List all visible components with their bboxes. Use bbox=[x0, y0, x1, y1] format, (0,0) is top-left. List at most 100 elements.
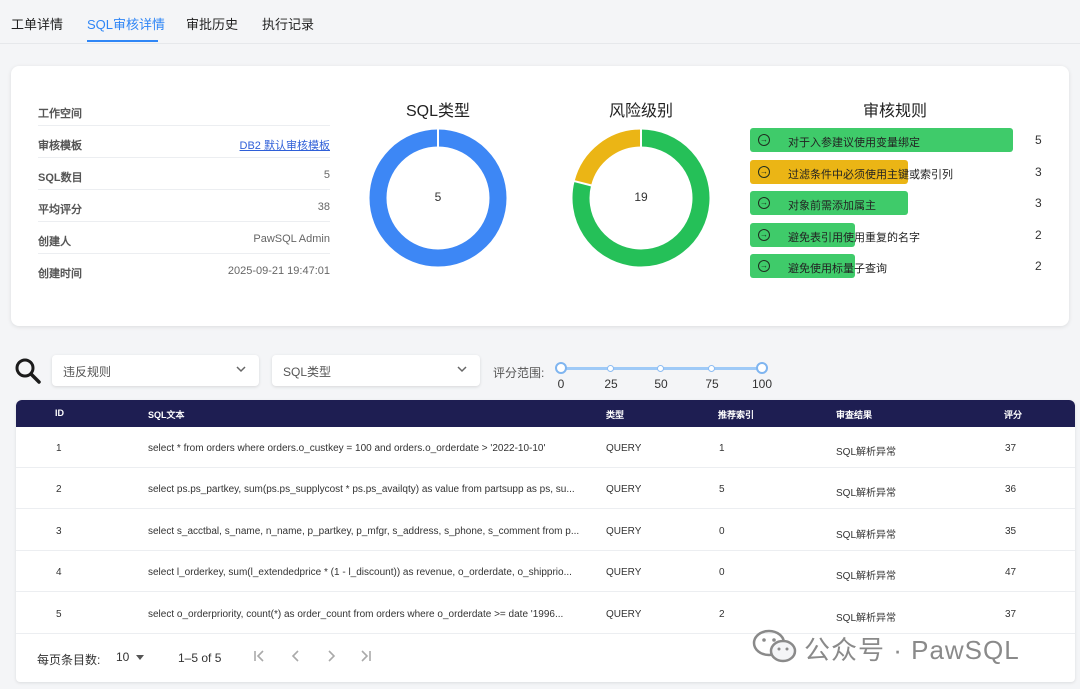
arrow-right-circle-icon: → bbox=[758, 228, 770, 241]
summary-card: 工作空间 审核模板 DB2 默认审核模板 SQL数目 5 平均评分 38 创建人… bbox=[11, 66, 1069, 326]
cell-id: 5 bbox=[56, 609, 62, 620]
col-header-type[interactable]: 类型 bbox=[606, 410, 625, 420]
workspace-label: 工作空间 bbox=[38, 108, 82, 120]
col-header-result[interactable]: 审查结果 bbox=[836, 410, 873, 420]
cell-id: 1 bbox=[56, 443, 62, 454]
cell-sql: select s_acctbal, s_name, n_name, p_part… bbox=[148, 526, 580, 537]
col-header-id[interactable]: ID bbox=[55, 408, 64, 418]
rule-row[interactable]: → 避免表引用使用重复的名字 bbox=[750, 222, 1040, 247]
slider-label-0: 0 bbox=[557, 377, 565, 391]
rule-label: 过滤条件中必须使用主键或索引列 bbox=[788, 168, 953, 181]
risk-level-slice-0[interactable] bbox=[572, 129, 710, 267]
cell-sql: select * from orders where orders.o_cust… bbox=[148, 443, 546, 454]
rule-bar[interactable] bbox=[750, 128, 1013, 152]
risk-level-donut-chart bbox=[572, 128, 710, 267]
slider-tick-25 bbox=[607, 365, 614, 372]
slider-tick-50 bbox=[657, 365, 664, 372]
col-header-index[interactable]: 推荐索引 bbox=[718, 410, 755, 420]
rule-label: 避免表引用使用重复的名字 bbox=[788, 231, 920, 244]
info-row-creator: 创建人 PawSQL Admin bbox=[38, 222, 330, 254]
table-row[interactable]: 5 select o_orderpriority, count(*) as or… bbox=[16, 593, 1075, 634]
watermark-text: 公众号 · PawSQL bbox=[804, 635, 1020, 665]
cell-sql: select o_orderpriority, count(*) as orde… bbox=[148, 609, 564, 620]
last-page-icon[interactable] bbox=[357, 648, 373, 664]
cell-sql: select l_orderkey, sum(l_extendedprice *… bbox=[148, 567, 572, 578]
page-range-text: 1–5 of 5 bbox=[178, 651, 222, 665]
chevron-down-icon bbox=[236, 366, 246, 373]
violated-rule-placeholder: 违反规则 bbox=[63, 365, 112, 379]
cell-type: QUERY bbox=[606, 443, 642, 454]
wechat-logo-icon bbox=[752, 629, 797, 663]
score-range-min-thumb[interactable] bbox=[555, 362, 567, 374]
sql-count-value: 5 bbox=[323, 169, 330, 181]
template-link[interactable]: DB2 默认审核模板 bbox=[239, 140, 330, 152]
table-header: ID SQL文本 类型 推荐索引 审查结果 评分 bbox=[16, 400, 1075, 427]
tab-approval-history[interactable]: 审批历史 bbox=[186, 17, 239, 32]
info-row-created-time: 创建时间 2025-09-21 19:47:01 bbox=[38, 254, 330, 286]
arrow-right-circle-icon: → bbox=[758, 260, 770, 272]
slider-label-100: 100 bbox=[751, 377, 773, 391]
template-label: 审核模板 bbox=[38, 140, 82, 152]
col-header-score[interactable]: 评分 bbox=[1004, 410, 1023, 420]
rule-row[interactable]: → 对于入参建议使用变量绑定 bbox=[750, 128, 1040, 152]
sql-results-table: ID SQL文本 类型 推荐索引 审查结果 评分 1 select * from… bbox=[16, 400, 1075, 682]
arrow-right-circle-icon: → bbox=[758, 134, 770, 146]
sql-type-select[interactable]: SQL类型 bbox=[272, 355, 480, 386]
search-icon[interactable] bbox=[14, 357, 42, 385]
arrow-right-circle-icon: → bbox=[758, 197, 770, 209]
slider-tick-75 bbox=[708, 365, 715, 372]
score-range-max-thumb[interactable] bbox=[756, 362, 768, 374]
created-time-label: 创建时间 bbox=[38, 268, 82, 280]
rule-count: 5 bbox=[1035, 133, 1042, 147]
chevron-down-icon bbox=[457, 366, 467, 373]
avg-score-value: 38 bbox=[317, 201, 330, 213]
col-header-sql[interactable]: SQL文本 bbox=[148, 410, 185, 420]
rule-count: 2 bbox=[1035, 227, 1042, 242]
rule-row[interactable]: → 过滤条件中必须使用主键或索引列 bbox=[750, 159, 1040, 184]
tab-sql-review-detail[interactable]: SQL审核详情 bbox=[87, 17, 166, 32]
table-row[interactable]: 2 select ps.ps_partkey, sum(ps.ps_supply… bbox=[16, 468, 1075, 509]
table-row[interactable]: 3 select s_acctbal, s_name, n_name, p_pa… bbox=[16, 510, 1075, 551]
active-tab-indicator bbox=[87, 40, 158, 42]
rule-label: 对于入参建议使用变量绑定 bbox=[788, 137, 920, 149]
tab-execution-log[interactable]: 执行记录 bbox=[262, 17, 315, 32]
creator-label: 创建人 bbox=[38, 236, 71, 248]
table-row[interactable]: 4 select l_orderkey, sum(l_extendedprice… bbox=[16, 551, 1075, 592]
rule-bar[interactable] bbox=[750, 191, 908, 215]
slider-label-75: 75 bbox=[705, 377, 719, 391]
cell-result: SQL解析异常 bbox=[836, 571, 897, 582]
cell-id: 2 bbox=[56, 484, 62, 495]
first-page-icon[interactable] bbox=[252, 648, 268, 664]
wechat-watermark: 公众号 · PawSQL bbox=[752, 626, 1052, 666]
rows-per-page-label: 每页条目数: bbox=[37, 653, 101, 667]
rule-bar[interactable] bbox=[750, 159, 908, 184]
tab-bar: 工单详情 SQL审核详情 审批历史 执行记录 bbox=[0, 0, 1080, 44]
cell-score: 37 bbox=[1005, 609, 1017, 620]
table-row[interactable]: 1 select * from orders where orders.o_cu… bbox=[16, 427, 1075, 468]
rule-count: 3 bbox=[1035, 164, 1042, 179]
rule-row[interactable]: → 对象前需添加属主 bbox=[750, 191, 1040, 215]
risk-level-slice-1[interactable] bbox=[574, 129, 642, 186]
rule-row[interactable]: → 避免使用标量子查询 bbox=[750, 254, 1040, 278]
cell-type: QUERY bbox=[606, 484, 642, 495]
caret-down-icon[interactable] bbox=[136, 655, 144, 660]
cell-result: SQL解析异常 bbox=[836, 613, 897, 624]
cell-score: 37 bbox=[1005, 443, 1017, 454]
cell-index: 5 bbox=[719, 484, 725, 495]
cell-index: 2 bbox=[719, 609, 725, 620]
previous-page-icon[interactable] bbox=[288, 648, 304, 664]
cell-type: QUERY bbox=[606, 526, 642, 537]
cell-type: QUERY bbox=[606, 567, 642, 578]
rows-per-page-select[interactable]: 10 bbox=[116, 650, 130, 664]
slider-label-50: 50 bbox=[654, 377, 668, 391]
next-page-icon[interactable] bbox=[323, 648, 339, 664]
sql-type-chart-title: SQL类型 bbox=[405, 103, 471, 120]
rule-label: 对象前需添加属主 bbox=[788, 200, 876, 212]
pagination: 每页条目数: 10 1–5 of 5 bbox=[16, 634, 1075, 682]
cell-index: 0 bbox=[719, 567, 725, 578]
tab-ticket-detail[interactable]: 工单详情 bbox=[11, 17, 64, 32]
created-time-value: 2025-09-21 19:47:01 bbox=[227, 265, 330, 277]
violated-rule-select[interactable]: 违反规则 bbox=[52, 355, 259, 386]
risk-level-separator-1 bbox=[573, 179, 593, 187]
info-row-template: 审核模板 DB2 默认审核模板 bbox=[38, 126, 330, 158]
